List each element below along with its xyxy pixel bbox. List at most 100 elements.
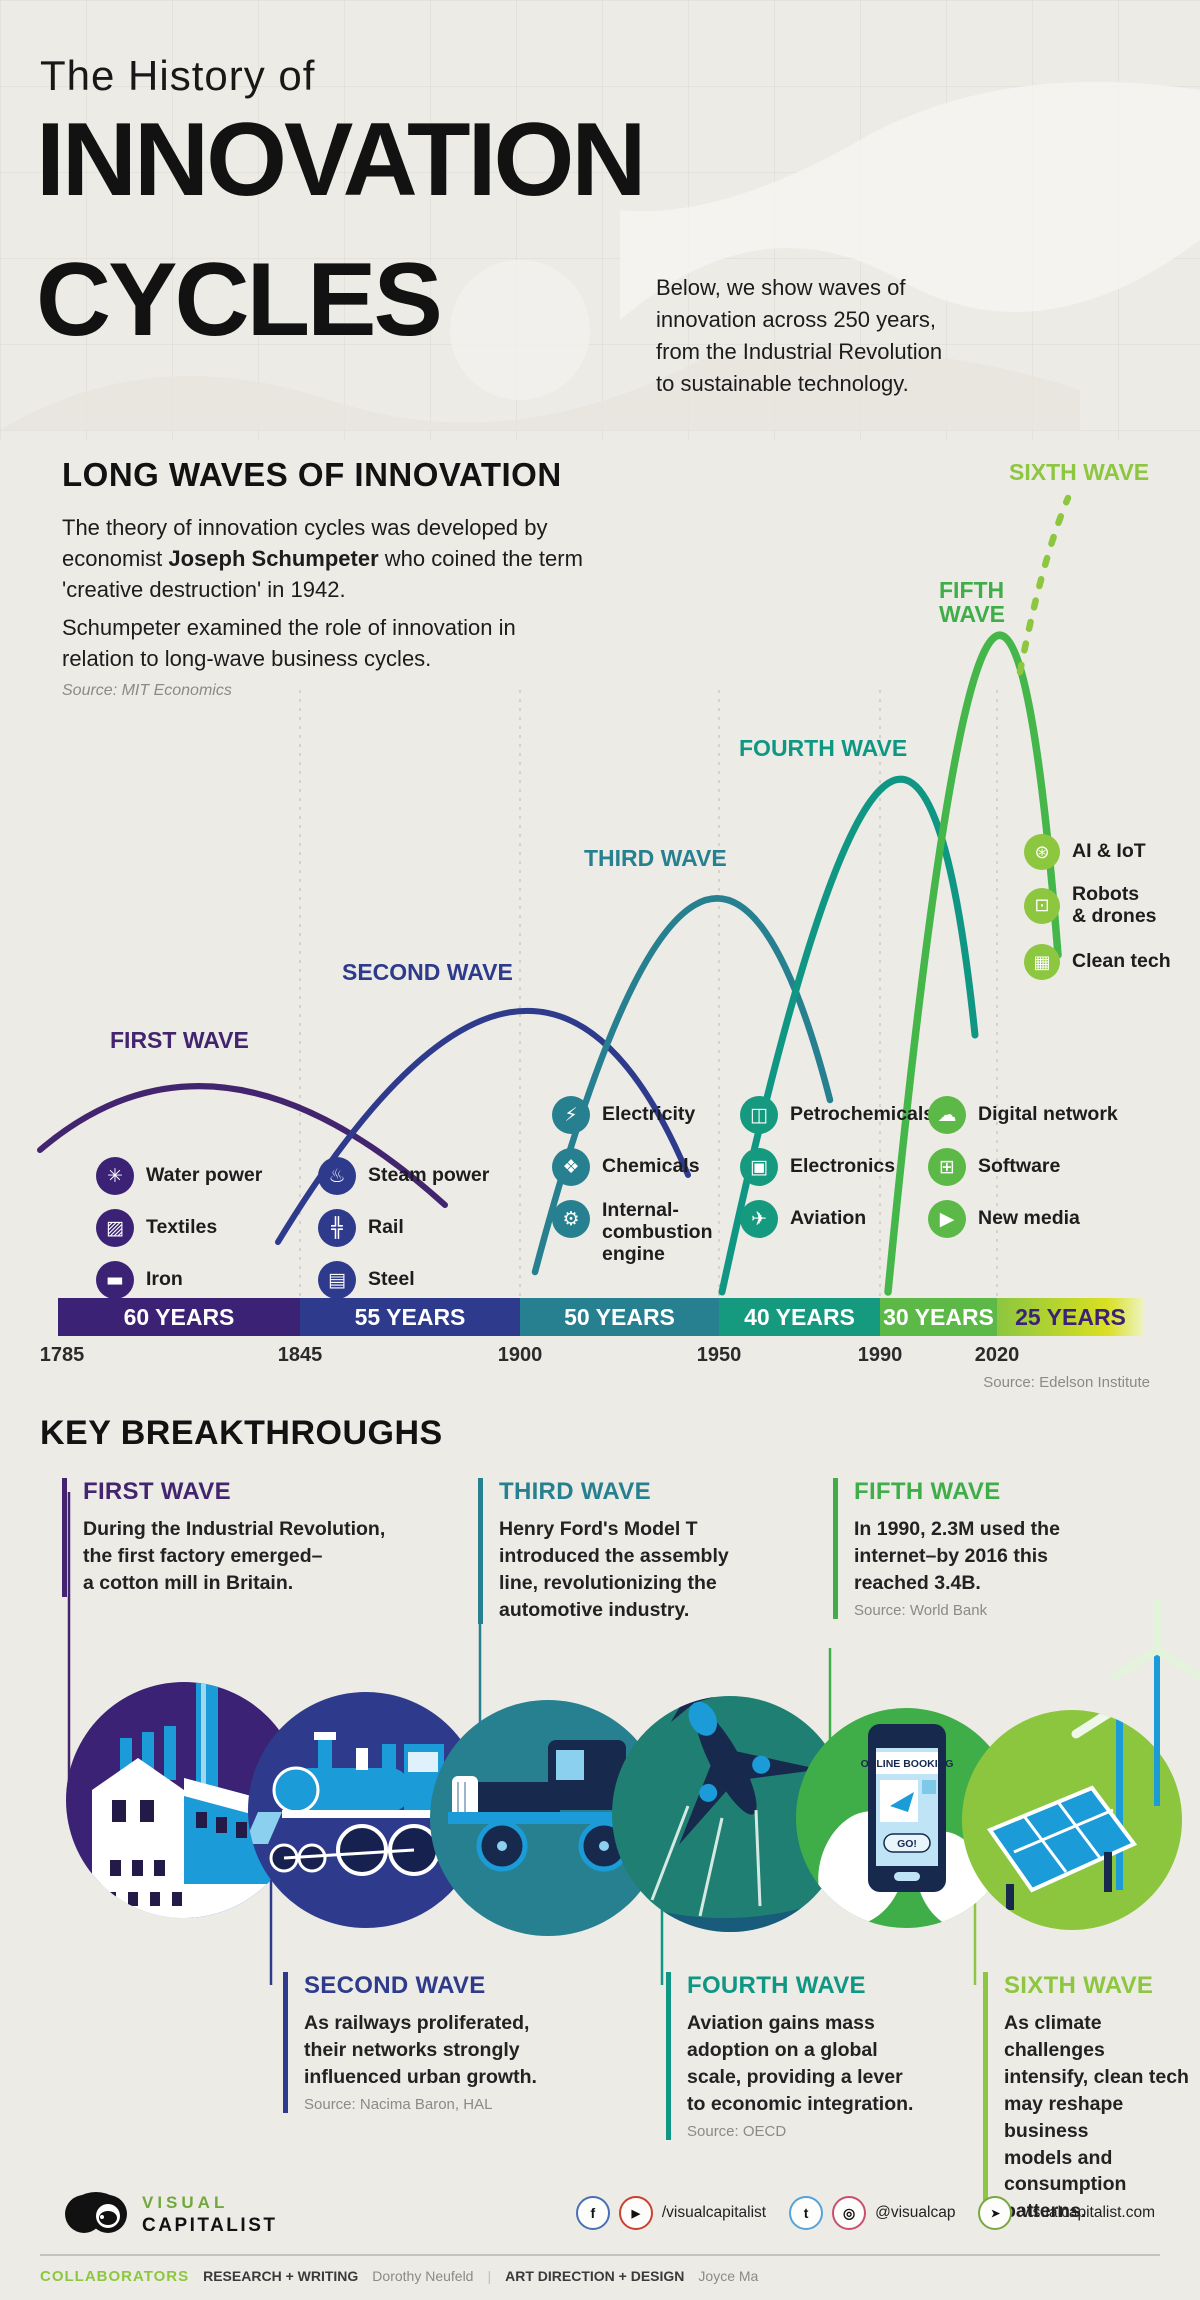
twitter-instagram-handle[interactable]: @visualcap bbox=[875, 2204, 956, 2221]
twitter-icon[interactable]: t bbox=[789, 2196, 824, 2230]
item-label: Steel bbox=[368, 1268, 415, 1291]
collaborators-row: COLLABORATORS RESEARCH + WRITING Dorothy… bbox=[40, 2268, 758, 2285]
item-label: Aviation bbox=[790, 1207, 867, 1230]
p1-part: who coined the term 'creative destructio… bbox=[62, 546, 583, 603]
year-tick-1845: 1845 bbox=[277, 1344, 323, 1366]
digital-network-icon: ☁ bbox=[928, 1096, 966, 1134]
credit-role: RESEARCH + WRITING bbox=[203, 2268, 359, 2284]
first-wave-curve bbox=[37, 1083, 448, 1208]
second-wave-label: SECOND WAVE bbox=[342, 959, 513, 985]
item-label: Electricity bbox=[602, 1103, 696, 1126]
item-label: Textiles bbox=[146, 1216, 218, 1239]
timeline-segment-55-years: 55 YEARS bbox=[300, 1298, 520, 1336]
year-tick-1900: 1900 bbox=[497, 1344, 543, 1366]
ai-iot-icon: ⊛ bbox=[1024, 834, 1060, 870]
block-source: Source: Nacima Baron, HAL bbox=[304, 2095, 493, 2113]
electricity-icon: ⚡ bbox=[552, 1096, 590, 1134]
long-waves-paragraph-2: Schumpeter examined the role of innovati… bbox=[62, 615, 516, 672]
chart-item-new-media: ▶ New media bbox=[928, 1200, 1080, 1238]
item-label: AI & IoT bbox=[1072, 840, 1146, 863]
block-title: SIXTH WAVE bbox=[1004, 1972, 1154, 1999]
chart-item-software: ⊞ Software bbox=[928, 1148, 1060, 1186]
chart-item-rail: ╬ Rail bbox=[318, 1209, 404, 1247]
instagram-icon[interactable]: ◎ bbox=[832, 2196, 867, 2230]
first-wave-label: FIRST WAVE bbox=[110, 1027, 249, 1053]
third-wave-block: THIRD WAVE Henry Ford's Model T introduc… bbox=[478, 1478, 729, 1624]
long-waves-heading: LONG WAVES OF INNOVATION bbox=[62, 456, 562, 493]
fourth-wave-curve bbox=[718, 775, 979, 1296]
year-tick-1785: 1785 bbox=[39, 1344, 85, 1366]
breakthroughs-heading: KEY BREAKTHROUGHS bbox=[40, 1414, 443, 1452]
block-body: As railways proliferated, their networks… bbox=[304, 2012, 537, 2088]
collaborators-label: COLLABORATORS bbox=[40, 2268, 190, 2285]
body-part: used the internet–by 2016 this reached bbox=[854, 1518, 1060, 1594]
block-title: FIRST WAVE bbox=[83, 1478, 231, 1505]
second-wave-block: SECOND WAVE As railways proliferated, th… bbox=[283, 1972, 537, 2113]
textiles-icon: ▨ bbox=[96, 1209, 134, 1247]
robots-drones-icon: ⊡ bbox=[1024, 887, 1060, 924]
block-title: FOURTH WAVE bbox=[687, 1972, 866, 1999]
chart-item-clean-tech: ▦ Clean tech bbox=[1024, 944, 1171, 980]
block-title: SECOND WAVE bbox=[304, 1972, 486, 1999]
block-body: During the Industrial Revolution, the fi… bbox=[83, 1518, 386, 1594]
new-media-icon: ▶ bbox=[928, 1200, 966, 1238]
page-kicker: The History of bbox=[40, 52, 316, 99]
block-body: Aviation gains mass adoption on a global… bbox=[687, 2012, 914, 2115]
chart-item-ai-iot: ⊛ AI & IoT bbox=[1024, 834, 1146, 870]
chart-item-petrochemicals: ◫ Petrochemicals bbox=[740, 1096, 934, 1134]
body-part: In 1990, bbox=[854, 1518, 931, 1540]
year-tick-1950: 1950 bbox=[696, 1344, 742, 1366]
p1-part: The theory of innovation cycles was deve… bbox=[62, 515, 548, 572]
water-power-icon: ✳ bbox=[96, 1157, 134, 1195]
block-source: Source: World Bank bbox=[854, 1601, 988, 1619]
chart-item-water-power: ✳ Water power bbox=[96, 1157, 262, 1195]
credit-name: Joyce Ma bbox=[698, 2268, 759, 2284]
item-label: Digital network bbox=[978, 1103, 1118, 1126]
item-label: Petrochemicals bbox=[790, 1103, 935, 1126]
social-row: f ▶ /visualcapitalist t ◎ @visualcap ➤ v… bbox=[575, 2196, 1155, 2230]
year-tick-1990: 1990 bbox=[857, 1344, 903, 1366]
engine-icon: ⚙ bbox=[552, 1200, 590, 1238]
block-source: Source: OECD bbox=[687, 2122, 787, 2140]
fifth-wave-curve bbox=[884, 631, 1062, 1296]
timeline-segment-40-years: 40 YEARS bbox=[719, 1298, 880, 1336]
sixth-wave-block: SIXTH WAVE As climate challenges intensi… bbox=[983, 1972, 1200, 2226]
phone-screen-title: ONLINE BOOKING bbox=[861, 1758, 954, 1770]
youtube-icon[interactable]: ▶ bbox=[618, 2196, 653, 2230]
third-wave-label: THIRD WAVE bbox=[584, 845, 727, 871]
facebook-youtube-handle[interactable]: /visualcapitalist bbox=[661, 2204, 767, 2221]
chart-item-electricity: ⚡ Electricity bbox=[552, 1096, 695, 1134]
credit-name: Dorothy Neufeld bbox=[372, 2268, 474, 2284]
page-title-line1: INNOVATION bbox=[36, 102, 646, 218]
sixth-wave-label: SIXTH WAVE bbox=[1009, 459, 1150, 485]
locomotive-illustration bbox=[248, 1692, 484, 1928]
internet-users-1990: 2.3M bbox=[930, 1518, 975, 1540]
chemicals-icon: ❖ bbox=[552, 1148, 590, 1186]
body-part: . bbox=[975, 1571, 981, 1594]
cursor-icon[interactable]: ➤ bbox=[978, 2196, 1013, 2230]
website-link[interactable]: visualcapitalist.com bbox=[1021, 2204, 1155, 2221]
timeline-segment-50-years: 50 YEARS bbox=[520, 1298, 719, 1336]
iron-icon: ▬ bbox=[96, 1261, 134, 1299]
block-title: THIRD WAVE bbox=[499, 1478, 651, 1505]
phone-go-button: GO! bbox=[897, 1838, 917, 1850]
credit-divider: | bbox=[487, 2268, 492, 2284]
timeline-segment-25-years: 25 YEARS bbox=[997, 1298, 1144, 1336]
item-label: Robots & drones bbox=[1072, 883, 1157, 927]
logo-text-capitalist: CAPITALIST bbox=[142, 2215, 278, 2236]
chart-item-steel: ▤ Steel bbox=[318, 1261, 415, 1299]
aviation-icon: ✈ bbox=[740, 1200, 778, 1238]
visual-capitalist-logo-mark bbox=[62, 2188, 132, 2240]
item-label: Water power bbox=[146, 1164, 263, 1187]
logo-text-visual: VISUAL bbox=[142, 2193, 229, 2212]
clean-tech-icon: ▦ bbox=[1024, 944, 1060, 980]
facebook-icon[interactable]: f bbox=[575, 2196, 610, 2230]
item-label: Chemicals bbox=[602, 1155, 700, 1178]
timeline-segment-30-years: 30 YEARS bbox=[880, 1298, 997, 1336]
chart-item-electronics: ▣ Electronics bbox=[740, 1148, 895, 1186]
electronics-icon: ▣ bbox=[740, 1148, 778, 1186]
chart-item-digital-network: ☁ Digital network bbox=[928, 1096, 1118, 1134]
chart-item-engine: ⚙ Internal- combustion engine bbox=[552, 1199, 713, 1265]
item-label: Clean tech bbox=[1072, 950, 1171, 973]
